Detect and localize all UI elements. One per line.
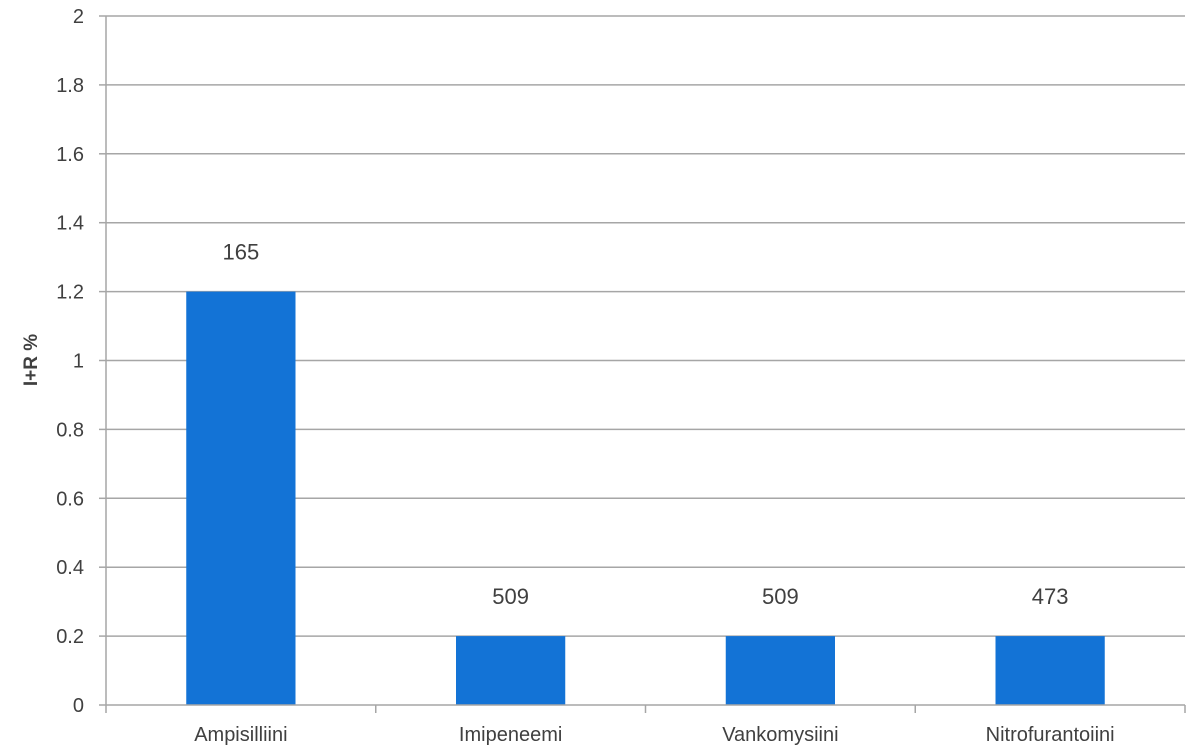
bar bbox=[995, 636, 1105, 705]
bars bbox=[186, 291, 1105, 705]
data-label: 473 bbox=[1032, 584, 1069, 609]
y-axis-title: I+R % bbox=[21, 334, 42, 386]
data-label: 509 bbox=[762, 584, 799, 609]
bar bbox=[456, 636, 566, 705]
y-tick-label: 1.6 bbox=[56, 144, 84, 166]
axes bbox=[99, 15, 1186, 713]
y-tick-label: 0.2 bbox=[56, 626, 84, 648]
y-tick-label: 0.6 bbox=[56, 488, 84, 510]
x-category-label: Ampisilliini bbox=[194, 724, 287, 746]
data-labels: 165 509 509 473 bbox=[223, 240, 1069, 609]
y-tick-label: 1.4 bbox=[56, 213, 84, 235]
y-tick-label: 1 bbox=[73, 351, 84, 373]
x-category-label: Vankomysiini bbox=[722, 724, 838, 746]
y-tick-labels: 0 0.2 0.4 0.6 0.8 1 1.2 1.4 1.6 1.8 2 bbox=[56, 6, 84, 717]
y-tick-label: 0.8 bbox=[56, 419, 84, 441]
y-tick-label: 2 bbox=[73, 6, 84, 28]
y-tick-label: 0 bbox=[73, 695, 84, 717]
data-label: 165 bbox=[223, 240, 260, 265]
y-tick-label: 0.4 bbox=[56, 557, 84, 579]
bar bbox=[725, 636, 835, 705]
x-category-labels: Ampisilliini Imipeneemi Vankomysiini Nitrof… bbox=[194, 724, 1114, 746]
y-tick-label: 1.2 bbox=[56, 282, 84, 304]
y-tick-label: 1.8 bbox=[56, 75, 84, 97]
x-category-label: Nitrofurantoiini bbox=[986, 724, 1115, 746]
x-category-label: Imipeneemi bbox=[459, 724, 562, 746]
bar bbox=[186, 291, 296, 705]
data-label: 509 bbox=[492, 584, 529, 609]
